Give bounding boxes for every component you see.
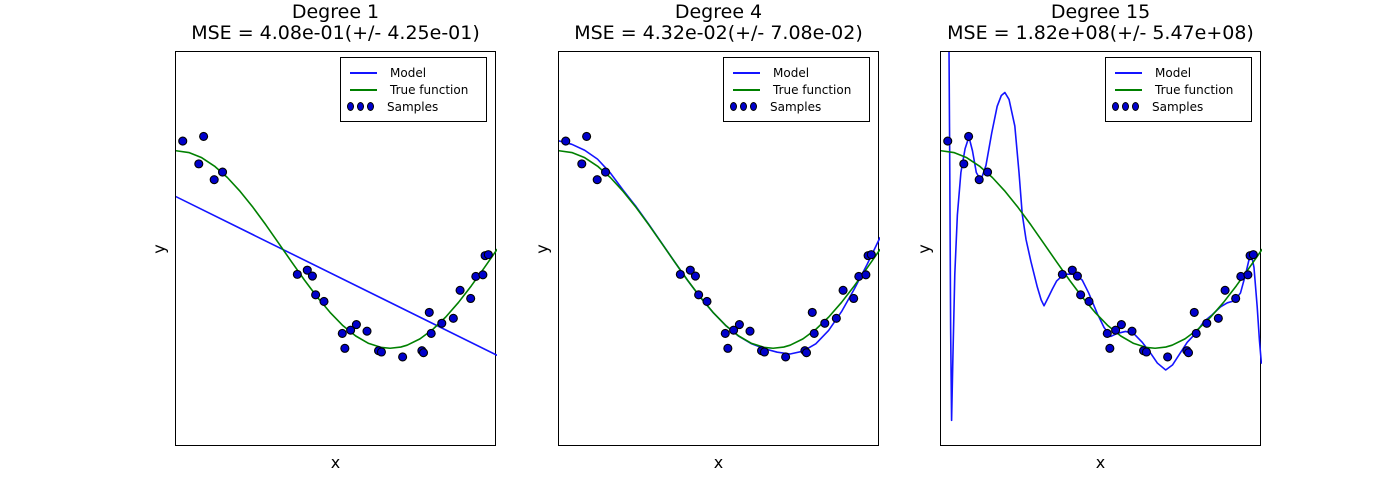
legend-row-samples: Samples bbox=[1112, 98, 1247, 115]
true-function-line-swatch-icon bbox=[733, 88, 760, 91]
axes-box: Model True function Samples bbox=[175, 51, 497, 446]
subplot-title-block: Degree 1 MSE = 4.08e-01(+/- 4.25e-01) bbox=[191, 2, 480, 44]
legend-row-true-function: True function bbox=[733, 81, 865, 98]
samples-dots-swatch-icon bbox=[1112, 102, 1139, 111]
y-axis-label: y bbox=[914, 243, 934, 254]
page-title: Degree 4 bbox=[674, 1, 763, 23]
page-title: Degree 1 bbox=[291, 1, 380, 23]
mse-subtitle: MSE = 4.08e-01(+/- 4.25e-01) bbox=[191, 22, 480, 44]
legend-row-model: Model bbox=[1115, 64, 1247, 81]
model-line-swatch-icon bbox=[1115, 71, 1142, 74]
model-line-swatch-icon bbox=[350, 71, 377, 74]
y-axis-label: y bbox=[532, 243, 552, 254]
legend-row-samples: Samples bbox=[347, 98, 482, 115]
legend-label-true-function: True function bbox=[773, 82, 852, 97]
legend-label-model: Model bbox=[390, 65, 427, 80]
mse-subtitle: MSE = 4.32e-02(+/- 7.08e-02) bbox=[574, 22, 863, 44]
legend-label-samples: Samples bbox=[387, 99, 439, 114]
legend-row-model: Model bbox=[733, 64, 865, 81]
plot-canvas-degree-1 bbox=[176, 131, 497, 362]
legend-row-true-function: True function bbox=[350, 81, 482, 98]
legend-label-samples: Samples bbox=[1152, 99, 1204, 114]
plot-canvas-degree-4 bbox=[559, 131, 880, 362]
axes-box: Model True function Samples bbox=[940, 51, 1262, 446]
legend-label-model: Model bbox=[1155, 65, 1192, 80]
true-function-line-swatch-icon bbox=[350, 88, 377, 91]
legend-label-model: Model bbox=[773, 65, 810, 80]
x-axis-label: x bbox=[713, 453, 724, 472]
subplot-title-block: Degree 15 MSE = 1.82e+08(+/- 5.47e+08) bbox=[947, 2, 1254, 44]
subplot-title-block: Degree 4 MSE = 4.32e-02(+/- 7.08e-02) bbox=[574, 2, 863, 44]
legend-row-samples: Samples bbox=[730, 98, 865, 115]
legend-row-model: Model bbox=[350, 64, 482, 81]
legend: Model True function Samples bbox=[1105, 57, 1252, 122]
legend-row-true-function: True function bbox=[1115, 81, 1247, 98]
true-function-line-swatch-icon bbox=[1115, 88, 1142, 91]
legend: Model True function Samples bbox=[340, 57, 487, 122]
axes-box: Model True function Samples bbox=[558, 51, 880, 446]
x-axis-label: x bbox=[330, 453, 341, 472]
legend-label-samples: Samples bbox=[770, 99, 822, 114]
samples-dots-swatch-icon bbox=[730, 102, 757, 111]
legend-label-true-function: True function bbox=[1155, 82, 1234, 97]
x-axis-label: x bbox=[1095, 453, 1106, 472]
plot-canvas-degree-15 bbox=[941, 52, 1262, 422]
legend: Model True function Samples bbox=[723, 57, 870, 122]
page-title: Degree 15 bbox=[1050, 1, 1151, 23]
model-line-swatch-icon bbox=[733, 71, 760, 74]
subplot-degree-4: Degree 4 MSE = 4.32e-02(+/- 7.08e-02) y … bbox=[533, 2, 880, 472]
legend-label-true-function: True function bbox=[390, 82, 469, 97]
mse-subtitle: MSE = 1.82e+08(+/- 5.47e+08) bbox=[947, 22, 1254, 44]
subplot-degree-1: Degree 1 MSE = 4.08e-01(+/- 4.25e-01) y … bbox=[150, 2, 497, 472]
samples-dots-swatch-icon bbox=[347, 102, 374, 111]
y-axis-label: y bbox=[149, 243, 169, 254]
subplot-degree-15: Degree 15 MSE = 1.82e+08(+/- 5.47e+08) y… bbox=[915, 2, 1262, 472]
